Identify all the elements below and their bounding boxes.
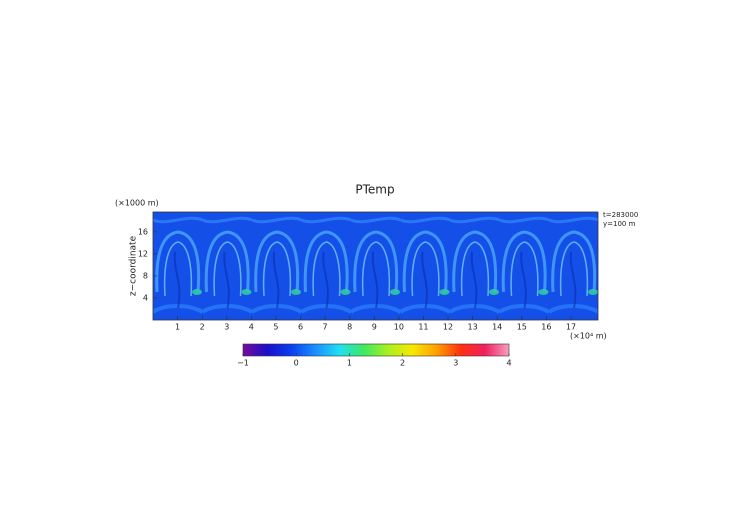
y-unit: (×1000 m) [115,199,159,208]
colorbar-tick-label: 2 [400,359,405,368]
x-tick-label: 3 [224,323,229,332]
y-tick-label: 16 [138,227,148,236]
x-tick-label: 7 [323,323,328,332]
annotation: t=283000 [603,211,638,219]
x-tick-label: 8 [347,323,352,332]
field [153,212,598,320]
x-tick-label: 6 [298,323,303,332]
y-tick-label: 4 [143,293,148,302]
y-axis-label: z−coordinate [129,235,139,296]
x-tick-label: 2 [200,323,205,332]
x-tick-label: 5 [273,323,278,332]
plot-frame [152,211,599,321]
colorbar-tick-label: 1 [347,359,352,368]
x-tick-label: 1 [175,323,180,332]
x-tick-label: 10 [394,323,404,332]
x-unit: (×10⁴ m) [570,332,607,341]
colorbar-tick-label: 3 [453,359,458,368]
x-tick-label: 16 [541,323,551,332]
colorbar-tick-label: 0 [294,359,299,368]
chart-title: PTemp [355,183,394,197]
x-tick-label: 14 [492,323,502,332]
x-tick-label: 17 [566,323,576,332]
x-tick-label: 11 [418,323,428,332]
y-tick-label: 8 [143,271,148,280]
colorbar [242,343,510,357]
colorbar-tick-label: 4 [506,359,511,368]
x-tick-label: 13 [468,323,478,332]
annotation: y=100 m [603,220,636,228]
y-tick-label: 12 [138,249,148,258]
x-tick-label: 9 [372,323,377,332]
colorbar-tick-label: −1 [237,359,249,368]
x-tick-label: 12 [443,323,453,332]
x-tick-label: 15 [517,323,527,332]
x-tick-label: 4 [249,323,254,332]
